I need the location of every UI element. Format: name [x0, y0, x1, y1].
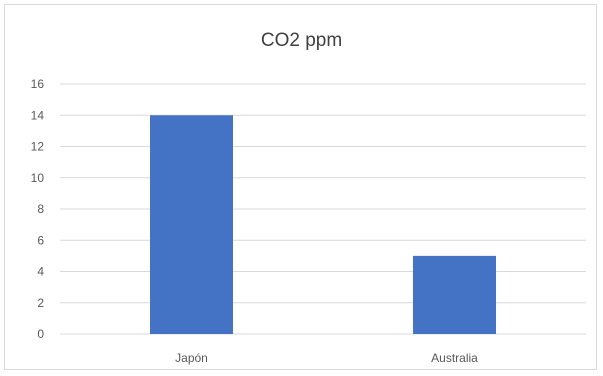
chart-area — [4, 4, 597, 370]
y-tick-label: 0 — [37, 327, 44, 341]
y-tick-label: 10 — [31, 171, 45, 185]
x-axis-ticks: Japón Australia — [175, 351, 478, 365]
x-tick-label: Australia — [431, 351, 478, 365]
y-tick-label: 16 — [31, 77, 45, 91]
bar-australia — [413, 255, 496, 334]
y-tick-label: 12 — [31, 140, 45, 154]
y-axis-ticks: 0 2 4 6 8 10 12 14 16 — [31, 77, 45, 341]
y-tick-label: 2 — [37, 296, 44, 310]
x-tick-label: Japón — [175, 351, 208, 365]
y-tick-label: 4 — [37, 265, 44, 279]
bars — [150, 115, 496, 334]
y-tick-label: 6 — [37, 233, 44, 247]
gridlines — [60, 83, 586, 335]
y-tick-label: 8 — [37, 202, 44, 216]
y-tick-label: 14 — [31, 108, 45, 122]
bar-japón — [150, 115, 233, 334]
chart-title: CO2 ppm — [260, 30, 343, 51]
